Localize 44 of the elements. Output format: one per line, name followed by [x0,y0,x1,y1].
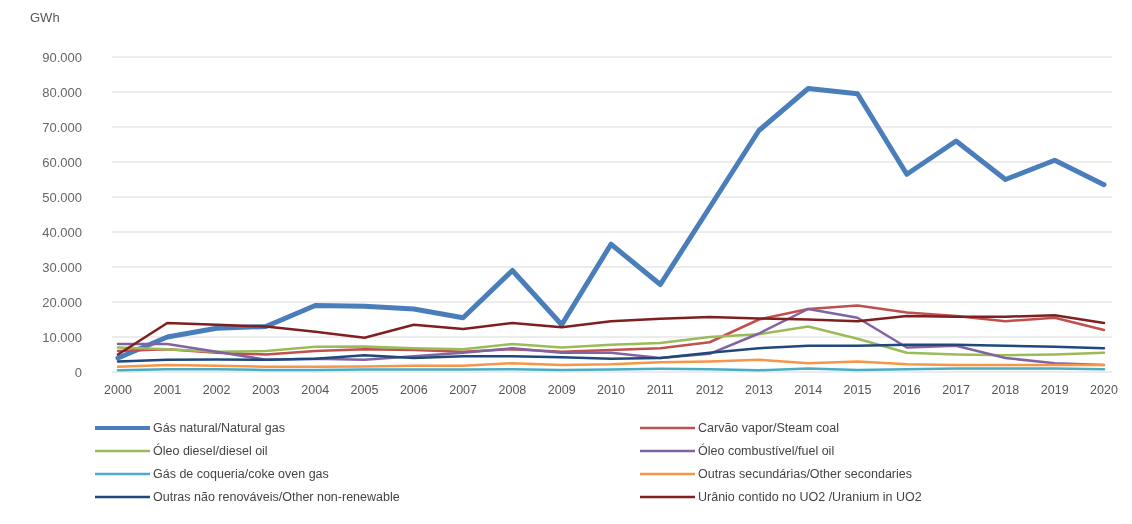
x-tick-label: 2015 [843,383,872,398]
x-tick-label: 2009 [547,383,576,398]
y-tick-label: 80.000 [42,84,82,100]
legend-label: Óleo combustível/fuel oil [698,443,835,459]
legend-label: Outras secundárias/Other secondaries [698,467,912,482]
x-tick-label: 2011 [646,383,674,398]
x-tick-label: 2000 [104,383,132,398]
legend-label: Urânio contido no UO2 /Uranium in UO2 [698,490,922,505]
y-tick-label: 70.000 [42,119,82,135]
legend-label: Óleo diesel/diesel oil [153,443,268,459]
y-tick-label: 60.000 [42,154,82,170]
y-tick-label: 30.000 [42,259,82,275]
y-tick-label: 20.000 [42,294,82,310]
x-tick-label: 2018 [991,383,1020,398]
x-tick-label: 2004 [301,383,330,398]
x-tick-label: 2017 [942,383,971,398]
x-tick-label: 2007 [449,383,478,398]
y-tick-label: 90.000 [42,49,82,65]
line-series [116,325,1106,357]
x-tick-label: 2014 [794,383,823,398]
y-tick-label: 50.000 [42,189,82,205]
y-axis-title: GWh [30,10,60,25]
x-tick-label: 2002 [202,383,231,398]
x-tick-label: 2008 [498,383,527,398]
legend-label: Gás natural/Natural gas [153,421,286,436]
line-series [116,314,1106,356]
y-tick-label: 40.000 [42,224,82,240]
legend-label: Gás de coqueria/coke oven gas [153,467,329,482]
x-tick-label: 2006 [399,383,428,398]
x-tick-label: 2005 [350,383,379,398]
x-tick-label: 2003 [251,383,280,398]
y-tick-label: 10.000 [42,329,82,345]
x-tick-label: 2001 [153,383,182,398]
x-tick-label: 2013 [744,383,773,398]
x-tick-label: 2016 [892,383,921,398]
x-tick-label: 2010 [597,383,625,398]
legend-label: Carvão vapor/Steam coal [698,421,840,436]
x-tick-label: 2019 [1040,383,1069,398]
line-series [116,358,1106,368]
x-tick-label: 2012 [695,383,724,398]
legend-label: Outras não renováveis/Other non-renewable [153,490,400,505]
x-tick-label: 2020 [1090,383,1118,398]
y-tick-label: 0 [74,364,82,380]
line-series [116,343,1106,363]
